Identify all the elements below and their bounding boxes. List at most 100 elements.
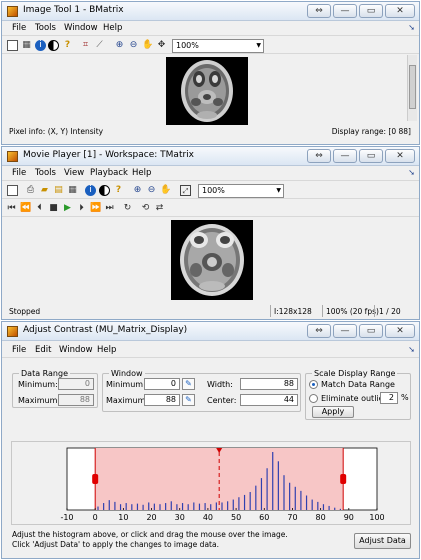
x-tick-label: 40	[203, 513, 213, 522]
matlab-logo-icon	[7, 151, 18, 162]
window-max-handle[interactable]	[340, 474, 347, 484]
window-min-label: Minimum:	[106, 380, 146, 389]
info-icon[interactable]: i	[35, 40, 46, 51]
data-range-label: Data Range	[19, 369, 70, 378]
menu-playback[interactable]: Playback	[90, 168, 128, 178]
adjust-contrast-titlebar[interactable]: Adjust Contrast (MU_Matrix_Display) ⇔ — …	[2, 322, 419, 341]
overview-icon[interactable]: ✥	[157, 40, 166, 50]
window-min-handle[interactable]	[92, 474, 99, 484]
menu-file[interactable]: File	[12, 168, 27, 178]
help-icon[interactable]: ?	[115, 185, 122, 195]
data-range-group: Data Range	[12, 369, 98, 408]
menu-tools[interactable]: Tools	[35, 168, 56, 178]
pixel-region-icon[interactable]: ▦	[68, 185, 77, 195]
dock-arrow-icon[interactable]: ➘	[408, 23, 415, 32]
menu-help[interactable]: Help	[132, 168, 152, 178]
minimize-icon[interactable]: —	[333, 149, 357, 163]
image-tool-titlebar[interactable]: Image Tool 1 - BMatrix ⇔ — ▭ ✕	[2, 2, 419, 21]
restore-icon[interactable]: ▭	[359, 4, 383, 18]
close-icon[interactable]: ✕	[385, 324, 415, 338]
menu-help[interactable]: Help	[103, 23, 123, 33]
go-to-first-icon[interactable]: ⏮	[7, 203, 16, 213]
pan-hand-icon[interactable]: ✋	[142, 40, 154, 50]
open-folder-icon[interactable]: ▰	[41, 185, 48, 195]
dock-arrow-icon[interactable]: ➘	[408, 345, 415, 354]
dock-icon[interactable]: ⇔	[307, 324, 331, 338]
window-group: Window	[102, 369, 301, 412]
data-max-label: Maximum:	[18, 396, 61, 405]
pan-hand-icon[interactable]: ✋	[160, 185, 172, 195]
play-icon[interactable]: ▶	[64, 203, 71, 213]
x-tick-label: 70	[287, 513, 297, 522]
histogram-panel: -10 0 10 20 30 40 50 60 70 80 90 100	[11, 441, 411, 525]
restore-icon[interactable]: ▭	[359, 149, 383, 163]
step-forward-icon[interactable]: ⏵	[79, 203, 84, 213]
zoom-select[interactable]: 100% ▼	[172, 39, 264, 53]
measure-icon[interactable]: ⟋	[96, 40, 103, 50]
window-center-handle[interactable]	[216, 448, 223, 453]
contrast-icon[interactable]	[99, 185, 110, 196]
playback-status: Stopped	[9, 307, 41, 316]
minimize-icon[interactable]: —	[333, 324, 357, 338]
eliminate-outliers-radio[interactable]	[309, 394, 318, 403]
window-center-input[interactable]: 44	[240, 394, 298, 406]
export-icon[interactable]: ▤	[54, 185, 63, 195]
step-back-icon[interactable]: ⏴	[37, 203, 42, 213]
print-icon[interactable]: ⎙	[26, 185, 35, 195]
match-data-range-radio[interactable]	[309, 380, 318, 389]
fast-forward-icon[interactable]: ⏩	[90, 203, 102, 213]
menu-tools[interactable]: Tools	[35, 23, 56, 33]
match-data-range-label[interactable]: Match Data Range	[321, 380, 395, 389]
movie-player-titlebar[interactable]: Movie Player [1] - Workspace: TMatrix ⇔ …	[2, 147, 419, 166]
menu-window[interactable]: Window	[64, 23, 98, 33]
close-icon[interactable]: ✕	[385, 4, 415, 18]
window-width-input[interactable]: 88	[240, 378, 298, 390]
dock-icon[interactable]: ⇔	[307, 149, 331, 163]
dock-arrow-icon[interactable]: ➘	[408, 168, 415, 177]
vertical-scrollbar[interactable]	[407, 55, 417, 121]
restore-icon[interactable]: ▭	[359, 324, 383, 338]
crop-icon[interactable]: ⌗	[82, 40, 89, 50]
menu-edit[interactable]: Edit	[35, 345, 52, 355]
menu-window[interactable]: Window	[59, 345, 93, 355]
outlier-percent-input[interactable]: 2	[380, 392, 398, 404]
fit-to-window-icon[interactable]: ⤢	[180, 185, 191, 196]
forward-backward-icon[interactable]: ⇄	[155, 203, 164, 213]
adjust-data-button[interactable]: Adjust Data	[354, 533, 411, 549]
apply-button[interactable]: Apply	[312, 406, 354, 418]
contrast-icon[interactable]	[48, 40, 59, 51]
mri-frame-image[interactable]	[171, 220, 253, 300]
loop-icon[interactable]: ↻	[123, 203, 132, 213]
zoom-in-icon[interactable]: ⊕	[133, 185, 142, 195]
mri-image[interactable]	[166, 57, 248, 125]
menu-help[interactable]: Help	[97, 345, 117, 355]
menu-file[interactable]: File	[12, 345, 27, 355]
close-icon[interactable]: ✕	[385, 149, 415, 163]
repeat-icon[interactable]: ⟲	[141, 203, 150, 213]
zoom-out-icon[interactable]: ⊖	[129, 40, 138, 50]
stop-icon[interactable]: ■	[49, 203, 58, 213]
histogram-chart[interactable]: -10 0 10 20 30 40 50 60 70 80 90 100	[12, 442, 412, 526]
info-icon[interactable]: i	[85, 185, 96, 196]
new-figure-icon[interactable]	[7, 185, 18, 196]
window-min-input[interactable]: 0	[144, 378, 180, 390]
eyedropper-icon[interactable]: ✎	[182, 394, 195, 406]
eliminate-outliers-label[interactable]: Eliminate outliers:	[321, 394, 394, 403]
help-icon[interactable]: ?	[64, 40, 71, 50]
window-max-input[interactable]: 88	[144, 394, 180, 406]
zoom-in-icon[interactable]: ⊕	[115, 40, 124, 50]
rewind-icon[interactable]: ⏪	[20, 203, 32, 213]
minimize-icon[interactable]: —	[333, 4, 357, 18]
zoom-out-icon[interactable]: ⊖	[147, 185, 156, 195]
menu-view[interactable]: View	[64, 168, 85, 178]
scrollbar-thumb[interactable]	[409, 65, 416, 109]
zoom-select[interactable]: 100% ▼	[198, 184, 284, 198]
dock-icon[interactable]: ⇔	[307, 4, 331, 18]
new-figure-icon[interactable]	[7, 40, 18, 51]
go-to-last-icon[interactable]: ⏭	[105, 203, 114, 213]
window-range-patch[interactable]	[95, 448, 344, 510]
eyedropper-icon[interactable]: ✎	[182, 378, 195, 390]
menu-file[interactable]: File	[12, 23, 27, 33]
pixel-region-icon[interactable]: ▦	[22, 40, 31, 50]
brain-scan-graphic	[180, 224, 244, 296]
